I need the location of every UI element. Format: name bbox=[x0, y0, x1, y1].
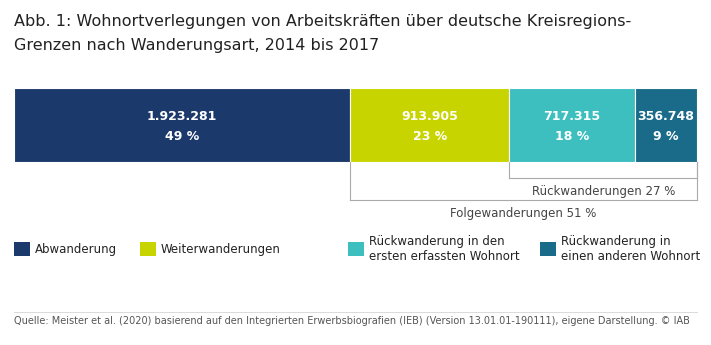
Text: 356.748: 356.748 bbox=[638, 110, 694, 122]
Text: Rückwanderung in
einen anderen Wohnort: Rückwanderung in einen anderen Wohnort bbox=[561, 235, 700, 264]
Text: Rückwanderung in den
ersten erfassten Wohnort: Rückwanderung in den ersten erfassten Wo… bbox=[369, 235, 520, 264]
Text: 49 %: 49 % bbox=[165, 130, 199, 142]
Bar bbox=[510, 88, 635, 162]
Bar bbox=[540, 242, 556, 256]
Text: 9 %: 9 % bbox=[653, 130, 678, 142]
Text: 913.905: 913.905 bbox=[401, 110, 458, 122]
Bar bbox=[350, 88, 510, 162]
Text: 1.923.281: 1.923.281 bbox=[146, 110, 217, 122]
Text: Abwanderung: Abwanderung bbox=[35, 243, 117, 256]
Text: Rückwanderungen 27 %: Rückwanderungen 27 % bbox=[532, 185, 675, 198]
Bar bbox=[14, 242, 30, 256]
Text: 717.315: 717.315 bbox=[543, 110, 601, 122]
Text: Quelle: Meister et al. (2020) basierend auf den Integrierten Erwerbsbiografien (: Quelle: Meister et al. (2020) basierend … bbox=[14, 316, 690, 326]
Text: Abb. 1: Wohnortverlegungen von Arbeitskräften über deutsche Kreisregions-: Abb. 1: Wohnortverlegungen von Arbeitskr… bbox=[14, 14, 631, 29]
Text: 18 %: 18 % bbox=[555, 130, 589, 142]
Bar bbox=[348, 242, 364, 256]
Text: Weiterwanderungen: Weiterwanderungen bbox=[161, 243, 281, 256]
Bar bbox=[14, 88, 350, 162]
Bar bbox=[635, 88, 697, 162]
Text: 23 %: 23 % bbox=[412, 130, 447, 142]
Bar bbox=[140, 242, 156, 256]
Text: Grenzen nach Wanderungsart, 2014 bis 2017: Grenzen nach Wanderungsart, 2014 bis 201… bbox=[14, 38, 379, 53]
Text: Folgewanderungen 51 %: Folgewanderungen 51 % bbox=[450, 207, 597, 220]
